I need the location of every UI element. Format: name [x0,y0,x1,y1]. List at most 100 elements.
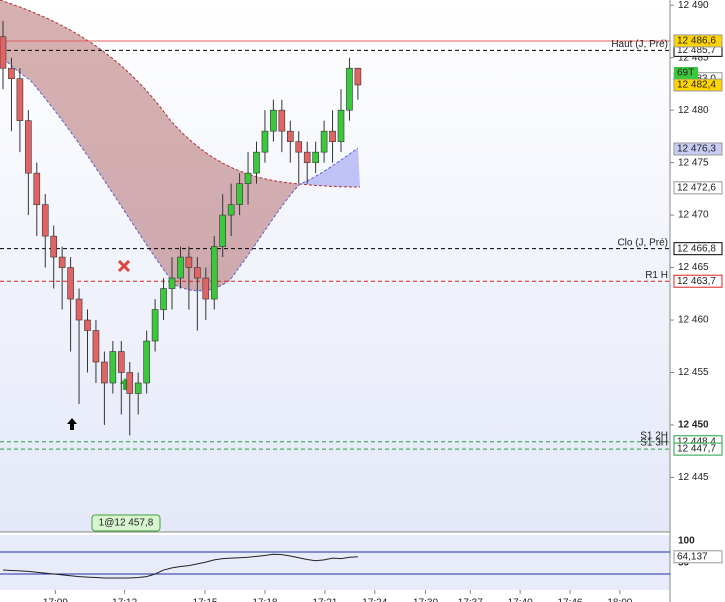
candle-body [244,172,252,184]
candle-body [126,372,134,394]
candle-body [168,277,176,289]
candle-body [202,277,210,300]
candle-body [50,235,58,258]
oscillator-value: 64,137 [677,551,708,562]
candle-body [151,309,159,342]
candle-body [109,351,117,384]
level-value: 12 447,7 [677,444,716,455]
price-label: 12 486,6 [677,36,716,47]
y-tick-label: 12 455 [678,367,709,378]
level-name: S1 3H [640,438,668,449]
candle-body [67,267,74,300]
candle-body [286,130,294,142]
price-box [673,142,723,156]
y-tick-label: 12 490 [678,0,709,11]
cloud-lower [0,54,359,292]
level-name: R1 H [645,270,668,281]
y-tick-label: 12 445 [678,472,709,483]
x-tick-label: 17:21 [312,598,337,602]
y-tick-label: 12 485 [678,52,709,63]
candle-body [236,183,243,205]
oscillator-box [673,550,723,564]
price-box [673,34,723,48]
level-box [673,242,723,256]
candle-body [295,141,303,153]
x-tick-label: 17:18 [252,598,277,602]
x-tick-label: 18:00 [607,598,632,602]
x-tick-label: 17:30 [413,598,438,602]
plot-background [0,0,670,532]
candle-body [312,151,319,163]
level-box [673,274,723,288]
oscillator-background [0,535,670,590]
candle-body [185,256,193,268]
candle-body [253,151,260,174]
candle-body [143,340,150,384]
candle-body [118,351,125,373]
x-tick-label: 17:37 [458,598,483,602]
candle-body [354,67,362,86]
candle-body [210,246,218,300]
y-tick-label: 12 470 [678,210,709,221]
price-label: 12 482,4 [677,80,716,91]
level-box [673,442,723,456]
candle-body [33,172,41,205]
candle-body [337,109,345,142]
candle-body [75,298,83,321]
candle-body [329,130,336,142]
level-name: Haut (J, Pré) [611,39,668,50]
level-name: S1 2H [640,430,668,441]
candle-body [219,214,226,247]
order-label: 1@12 457,8 [99,518,154,529]
level-name: Clo (J, Pré) [617,237,668,248]
candle-body [16,78,24,121]
candle-body [84,319,91,331]
order-box [91,514,161,532]
candle-body [270,109,277,132]
oscillator-tick-label: 100 [678,536,695,547]
volume-box [674,66,698,79]
x-tick-label: 17:40 [508,598,533,602]
price-box [673,181,723,195]
y-tick-label: 12 460 [678,315,709,326]
level-value: 12 466,8 [677,243,716,254]
candle-body [134,382,142,394]
candle-body [303,151,311,163]
x-tick-label: 17:24 [362,598,387,602]
level-value: 12 463,7 [677,276,716,287]
candle-body [41,204,49,237]
y-tick-label: 12 475 [678,157,709,168]
y-tick-label: 12 480 [678,105,709,116]
x-tick-label: 17:46 [557,598,582,602]
y-tick-label: 12 465 [678,262,709,273]
candle-body [0,36,7,69]
x-tick-label: 17:09 [43,598,68,602]
level-value: 12 485,7 [677,45,716,56]
axis-background [670,0,725,602]
cloud-upper [0,0,361,188]
candle-body [25,120,32,174]
candle-body [58,256,66,268]
candle-body [160,288,167,310]
volume-label: 69T [677,68,694,79]
exit-marker [117,259,131,273]
buy-arrow [67,418,77,430]
candle-body [194,267,201,279]
x-tick-label: 17:15 [192,598,217,602]
candle-body [261,130,269,153]
y-tick-label: 12 450 [678,420,709,431]
candle-body [177,256,184,279]
candle-body [278,109,286,132]
level-value: 12 448,4 [677,436,716,447]
candle-body [101,361,108,384]
price-label: 12 472,6 [677,182,716,193]
candle-body [92,330,100,363]
x-tick-label: 17:12 [112,598,137,602]
candle-body [227,204,235,216]
candle-body [346,67,353,111]
price-label: 12 476,3 [677,144,716,155]
oscillator-line [2,553,358,579]
candle-body [8,67,15,79]
candle-body [320,130,328,153]
